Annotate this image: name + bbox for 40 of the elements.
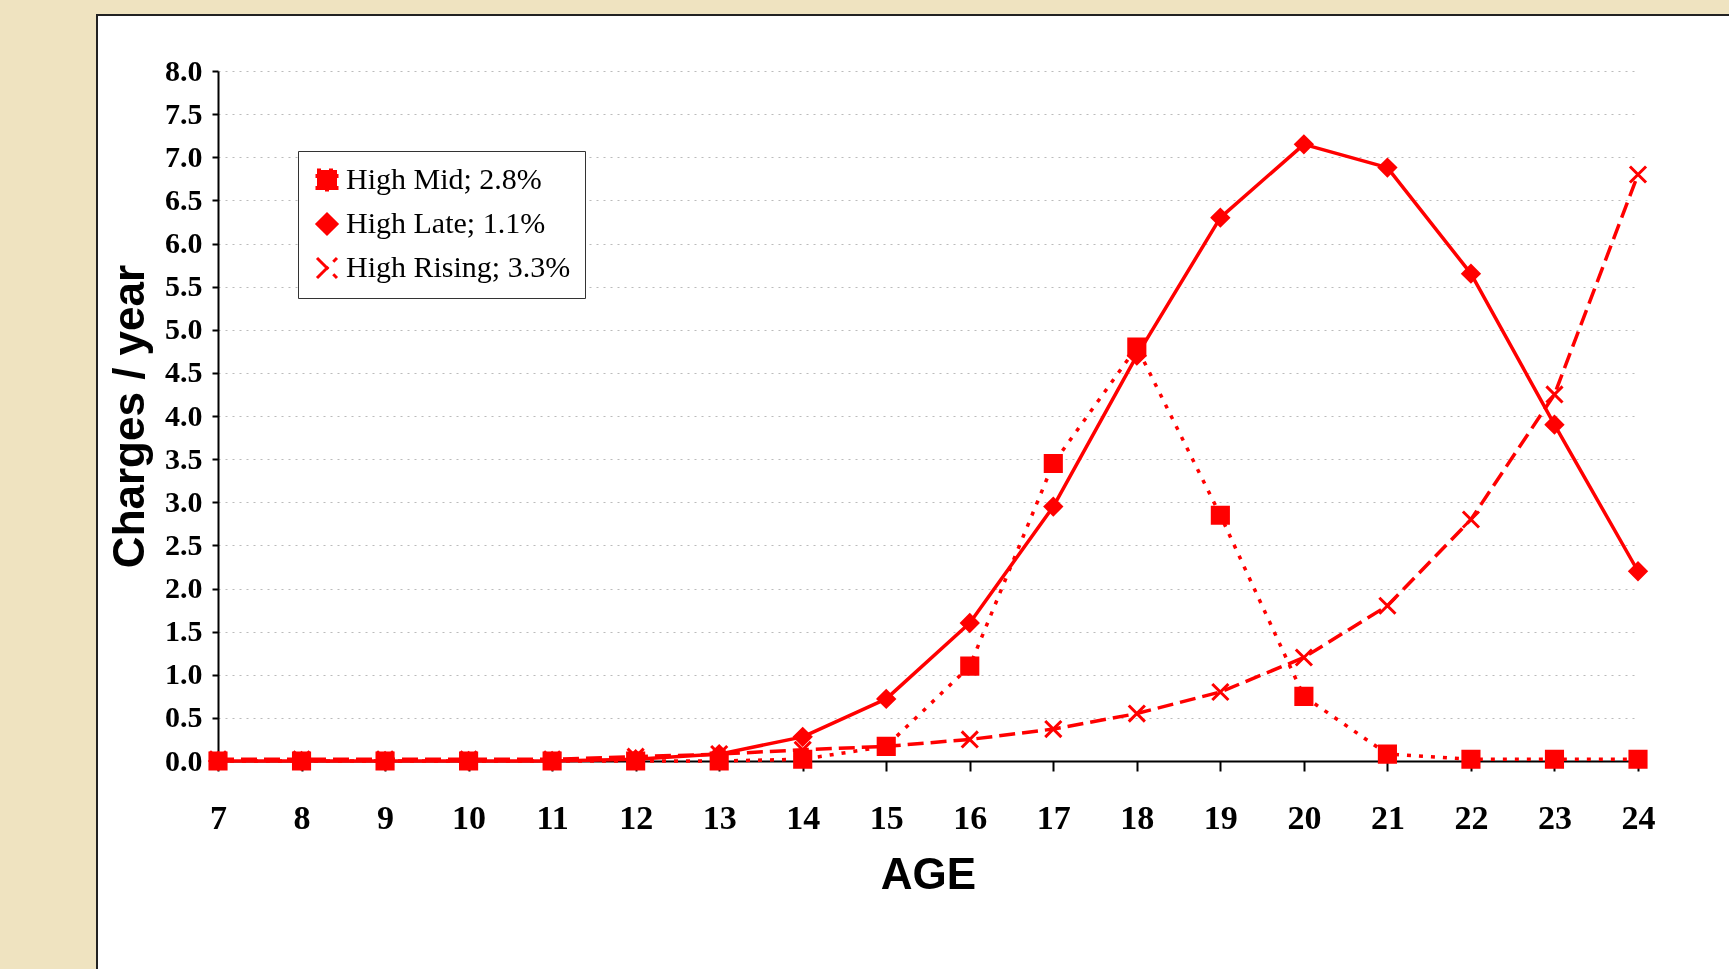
x-tick-label: 10 (452, 798, 487, 836)
x-tick-label: 23 (1537, 798, 1572, 836)
y-tick-label: 0.0 (165, 743, 203, 777)
x-tick-label: 24 (1621, 798, 1656, 836)
x-tick-label: 17 (1036, 798, 1071, 836)
x-tick-label: 15 (869, 798, 904, 836)
x-tick-label: 9 (377, 798, 395, 836)
x-tick-label: 22 (1454, 798, 1489, 836)
y-tick-label: 4.0 (165, 398, 203, 432)
x-tick-label: 13 (702, 798, 737, 836)
y-tick-label: 4.5 (165, 355, 203, 389)
x-tick-label: 19 (1203, 798, 1238, 836)
x-tick-label: 18 (1120, 798, 1155, 836)
x-tick-label: 14 (786, 798, 821, 836)
y-tick-label: 2.5 (165, 527, 203, 561)
y-tick-label: 1.5 (165, 614, 203, 648)
x-tick-label: 21 (1370, 798, 1405, 836)
y-tick-label: 5.0 (165, 312, 203, 346)
x-tick-label: 7 (210, 798, 227, 836)
y-tick-label: 6.0 (165, 226, 203, 259)
y-tick-label: 3.0 (165, 484, 203, 518)
legend-label: High Late; 1.1% (346, 206, 546, 239)
y-tick-label: 0.5 (165, 700, 203, 734)
legend-label: High Mid; 2.8% (346, 162, 542, 195)
x-tick-label: 12 (619, 798, 654, 836)
x-tick-label: 20 (1287, 798, 1322, 836)
x-tick-label: 16 (953, 798, 988, 836)
x-axis-title: AGE (880, 848, 977, 898)
y-tick-label: 7.5 (165, 96, 203, 130)
y-tick-label: 3.5 (165, 441, 203, 475)
y-tick-label: 2.0 (165, 571, 203, 604)
y-tick-label: 7.0 (165, 139, 203, 173)
legend-label: High Rising; 3.3% (346, 250, 571, 283)
x-tick-label: 11 (536, 798, 569, 836)
y-axis-title: Charges / year (104, 264, 153, 569)
x-tick-label: 8 (293, 798, 311, 836)
y-tick-label: 1.0 (165, 657, 203, 691)
y-tick-label: 5.5 (165, 269, 203, 303)
y-tick-label: 8.0 (165, 53, 203, 87)
y-tick-label: 6.5 (165, 182, 203, 216)
